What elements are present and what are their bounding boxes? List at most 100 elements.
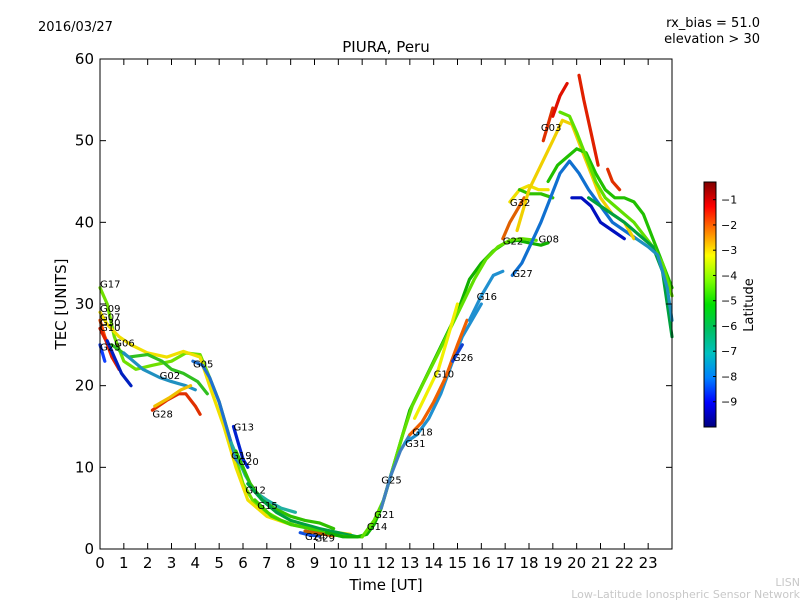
footer-lisn: LISN [775, 576, 800, 589]
x-axis: 0 1 2 3 4 5 6 7 8 9 10 11 12 13 14 15 16 17 18 19 20 21 22 23 [95, 59, 658, 572]
colorbar-tick-label: −9 [721, 396, 737, 409]
series-g28b [153, 384, 193, 408]
x-tick-label: 21 [591, 554, 610, 572]
x-tick-label: 7 [262, 554, 272, 572]
x-tick-label: 23 [639, 554, 658, 572]
series-g03r2 [551, 81, 569, 118]
series-g06 [105, 339, 133, 388]
colorbar-gradient [703, 181, 717, 428]
series-g27b [570, 196, 626, 241]
satellite-label: G25 [381, 476, 401, 487]
colorbar-tick-label: −5 [721, 295, 737, 308]
x-tick-label: 22 [615, 554, 634, 572]
x-tick-label: 4 [191, 554, 201, 572]
x-tick-label: 18 [519, 554, 538, 572]
series-g26 [451, 343, 464, 363]
series-gr4 [606, 167, 622, 192]
y-tick-label: 60 [75, 50, 94, 68]
date-label: 2016/03/27 [38, 20, 113, 35]
y-axis-label: TEC [UNITS] [52, 259, 70, 351]
x-tick-label: 20 [567, 554, 586, 572]
colorbar-ticks: −1 −2 −3 −4 −5 −6 −7 −8 −9 [713, 194, 737, 409]
x-tick-label: 11 [353, 554, 372, 572]
satellite-label: G19 [231, 451, 251, 462]
series-g29 [303, 529, 336, 538]
y-tick-label: 10 [75, 458, 94, 476]
satellite-label: G15 [257, 501, 277, 512]
satellite-label: G30 [100, 318, 120, 329]
y-tick-label: 30 [75, 295, 94, 313]
colorbar-tick-label: −7 [721, 345, 737, 358]
satellite-label: G10 [434, 369, 454, 380]
satellite-label: G22 [503, 236, 523, 247]
colorbar-tick-label: −4 [721, 269, 737, 282]
x-tick-label: 15 [448, 554, 467, 572]
x-tick-label: 13 [400, 554, 419, 572]
satellite-label: G05 [193, 360, 213, 371]
x-tick-label: 2 [143, 554, 153, 572]
rx-bias-label: rx_bias = 51.0 [666, 16, 760, 31]
series-g13 [231, 424, 250, 469]
x-tick-label: 19 [543, 554, 562, 572]
y-axis: 0 10 20 30 40 50 60 [75, 50, 672, 558]
colorbar-tick-label: −1 [721, 194, 737, 207]
x-tick-label: 5 [214, 554, 224, 572]
y-tick-label: 0 [84, 540, 94, 558]
series-g05 [191, 359, 245, 469]
x-tick-label: 1 [119, 554, 129, 572]
series-gg1 [546, 147, 674, 290]
satellite-label: G17 [100, 280, 120, 291]
x-axis-label: Time [UT] [348, 576, 422, 594]
x-tick-label: 17 [496, 554, 515, 572]
series-g22 [501, 196, 526, 241]
satellite-label: G20 [238, 457, 258, 468]
series-g03 [515, 118, 636, 241]
satellite-label: G12 [245, 485, 265, 496]
chart-title: PIURA, Peru [342, 38, 429, 56]
x-tick-label: 9 [310, 554, 320, 572]
satellite-label: G08 [539, 235, 559, 246]
series-g08 [517, 188, 555, 200]
satellite-label: G32 [510, 198, 530, 209]
series-g10 [413, 302, 460, 420]
series-g14 [324, 238, 550, 539]
series-g27 [510, 159, 638, 277]
series-g02 [110, 343, 209, 396]
satellite-label: G14 [367, 522, 387, 533]
satellite-label: G13 [233, 423, 253, 434]
colorbar-tick-label: −2 [721, 219, 737, 232]
satellite-label: G26 [453, 353, 473, 364]
satellite-label: G09 [100, 304, 120, 315]
x-tick-label: 3 [167, 554, 177, 572]
satellite-label: G16 [477, 292, 497, 303]
series-g16 [467, 269, 505, 322]
series-g03r [541, 106, 555, 143]
satellite-labels: G17G09G07G30G10G23G06G02G05G28G13G19G20G… [100, 123, 561, 545]
satellite-label: G06 [114, 338, 134, 349]
series-g24 [298, 531, 321, 538]
series-gb1 [634, 237, 674, 322]
satellite-label: G23 [100, 342, 120, 353]
x-tick-label: 6 [238, 554, 248, 572]
satellite-label: G27 [512, 269, 532, 280]
colorbar: −1 −2 −3 −4 −5 −6 −7 −8 −9 Latitude [703, 181, 757, 428]
colorbar-label: Latitude [742, 278, 757, 332]
colorbar-tick-label: −3 [721, 244, 737, 257]
satellite-label: G21 [374, 510, 394, 521]
colorbar-tick-label: −8 [721, 370, 737, 383]
series-g12 [246, 482, 359, 539]
satellite-label: G31 [405, 439, 425, 450]
series-g21 [360, 237, 538, 539]
y-tick-label: 40 [75, 213, 94, 231]
footer-network: Low-Latitude Ionospheric Sensor Network [571, 588, 800, 600]
series-layer [98, 73, 674, 539]
series-g32 [508, 184, 550, 204]
y-tick-label: 20 [75, 377, 94, 395]
x-tick-label: 14 [424, 554, 443, 572]
x-tick-label: 0 [95, 554, 105, 572]
x-tick-label: 8 [286, 554, 296, 572]
x-tick-label: 12 [376, 554, 395, 572]
series-g18 [408, 318, 469, 437]
y-tick-label: 50 [75, 132, 94, 150]
